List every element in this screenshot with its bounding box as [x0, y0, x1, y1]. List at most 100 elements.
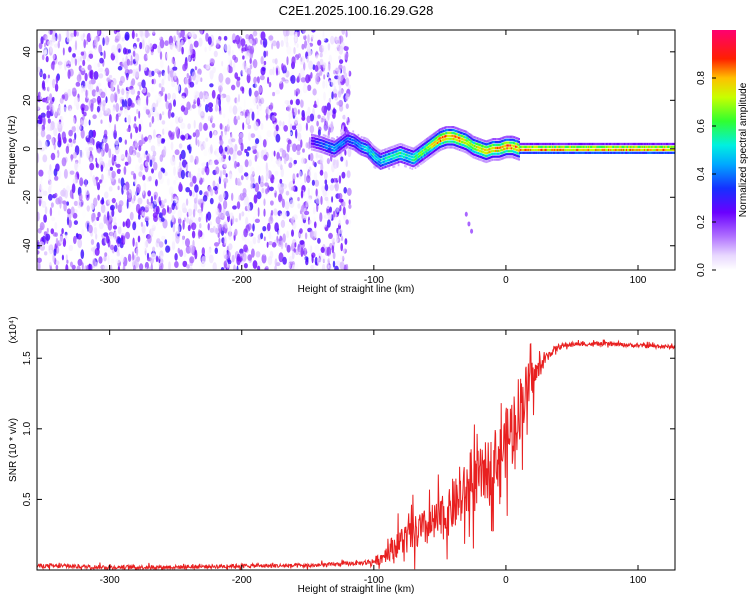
- spectrogram-noise-cell: [55, 75, 59, 84]
- spectrogram-signal-cell: [357, 142, 360, 145]
- spectrogram-signal-cell: [666, 148, 668, 151]
- spectrogram-noise-cell: [68, 219, 72, 228]
- spectrogram-signal-cell: [491, 138, 494, 141]
- spectrogram-signal-cell: [353, 136, 356, 139]
- spectrogram-signal-cell: [490, 158, 493, 162]
- spectrogram-noise-cell: [211, 123, 216, 128]
- spectrogram-noise-cell: [288, 162, 293, 169]
- spectrogram-signal-cell: [412, 147, 415, 150]
- spectrogram-signal-cell: [399, 148, 402, 152]
- spectrogram-signal-cell: [544, 145, 547, 148]
- spectrogram-noise-cell: [292, 107, 298, 116]
- spectrogram-noise-cell: [232, 66, 236, 73]
- spectrogram-signal-cell: [472, 135, 475, 139]
- spectrogram-signal-cell: [400, 160, 403, 164]
- spectrogram-signal-cell: [324, 152, 327, 155]
- spectrogram-signal-cell: [605, 142, 608, 146]
- spectrogram-signal-cell: [391, 145, 394, 149]
- spectrogram-noise-cell: [70, 154, 73, 162]
- spectrogram-signal-cell: [627, 145, 629, 148]
- spectrogram-noise-cell: [324, 179, 328, 185]
- spectrogram-signal-cell: [353, 142, 356, 145]
- spectrogram-noise-cell: [186, 217, 190, 224]
- spectrogram-signal-cell: [581, 151, 584, 154]
- spectrogram-signal-cell: [673, 148, 675, 151]
- spectrogram-signal-cell: [535, 148, 537, 151]
- spectrogram-signal-cell: [406, 148, 408, 151]
- spectrogram-noise-cell: [315, 152, 318, 159]
- spectrogram-noise-cell: [292, 214, 298, 221]
- spectrogram-noise-cell: [214, 207, 220, 216]
- spectrogram-noise-cell: [218, 237, 221, 245]
- spectrogram-noise-cell: [94, 247, 100, 256]
- spectrogram-signal-cell: [606, 142, 609, 146]
- spectrogram-signal-cell: [539, 151, 542, 154]
- spectrogram-noise-cell: [283, 157, 287, 165]
- spectrogram-signal-cell: [379, 161, 382, 164]
- spectrogram-signal-cell: [582, 148, 585, 151]
- spectrogram-signal-cell: [616, 148, 619, 151]
- spectrogram-noise-cell: [283, 72, 287, 77]
- spectrogram-noise-cell: [286, 143, 290, 153]
- spectrogram-signal-cell: [484, 145, 487, 149]
- spectrogram-noise-cell: [208, 44, 212, 52]
- spectrogram-noise-cell: [279, 178, 283, 184]
- spectrogram-signal-cell: [343, 145, 346, 148]
- spectrogram-noise-cell: [338, 175, 342, 184]
- spectrogram-noise-cell: [288, 30, 294, 36]
- spectrogram-noise-cell: [249, 241, 253, 249]
- spectrogram-noise-cell: [55, 237, 59, 246]
- spectrogram-signal-cell: [422, 146, 424, 149]
- spectrogram-signal-cell: [534, 142, 536, 146]
- spectrogram-noise-cell: [166, 136, 170, 145]
- spectrogram-noise-cell: [125, 218, 131, 229]
- spectrogram-signal-cell: [341, 146, 344, 149]
- spectrogram-noise-cell: [320, 246, 325, 253]
- spectrogram-noise-cell: [108, 186, 113, 192]
- spectrogram-signal-cell: [408, 146, 411, 149]
- spectrogram-signal-cell: [524, 145, 527, 148]
- spectrogram-noise-cell: [112, 216, 117, 224]
- spectrogram-signal-cell: [613, 142, 616, 146]
- spectrogram-signal-cell: [350, 138, 352, 141]
- spectrogram-signal-cell: [615, 142, 618, 146]
- spectrogram-signal-cell: [418, 160, 421, 163]
- spectrogram-signal-cell: [461, 149, 463, 152]
- spectrogram-signal-cell: [391, 148, 394, 152]
- spectrogram-signal-cell: [372, 153, 375, 156]
- spectrogram-noise-cell: [152, 43, 158, 50]
- spectrogram-signal-cell: [582, 142, 585, 146]
- spectrogram-noise-cell: [98, 67, 104, 73]
- spectrogram-noise-cell: [218, 72, 224, 83]
- spectrogram-noise-cell: [340, 242, 344, 252]
- spectrogram-noise-cell: [244, 210, 250, 218]
- spectrogram-signal-cell: [424, 154, 426, 157]
- spectrogram-signal-cell: [343, 133, 346, 136]
- spectrogram-signal-cell: [363, 142, 366, 146]
- spectrogram-noise-cell: [346, 170, 351, 179]
- spectrogram-signal-cell: [506, 141, 509, 144]
- spectrogram-signal-cell: [639, 151, 642, 154]
- spectrogram-signal-cell: [508, 135, 511, 138]
- spectrogram-signal-cell: [364, 155, 367, 158]
- spectrogram-noise-cell: [73, 30, 77, 37]
- spectrogram-noise-cell: [167, 73, 171, 82]
- spectrogram-noise-cell: [153, 129, 156, 139]
- spectrogram-signal-cell: [536, 142, 538, 146]
- spectrogram-noise-cell: [214, 149, 218, 156]
- spectrogram-noise-cell: [144, 216, 150, 222]
- spectrogram-signal-cell: [355, 141, 358, 144]
- spectrogram-signal-cell: [337, 149, 340, 152]
- spectrogram-signal-cell: [486, 145, 489, 149]
- spectrogram-signal-cell: [506, 135, 509, 138]
- spectrogram-signal-cell: [445, 140, 448, 143]
- spectrogram-signal-cell: [578, 151, 581, 154]
- spectrogram-noise-cell: [77, 238, 83, 249]
- spectrogram-signal-cell: [460, 134, 462, 137]
- spectrogram-signal-cell: [507, 150, 510, 153]
- spectrogram-signal-cell: [515, 148, 517, 151]
- spectrogram-signal-cell: [491, 155, 494, 158]
- spectrogram-signal-cell: [584, 151, 587, 154]
- spectrogram-noise-cell: [170, 112, 175, 118]
